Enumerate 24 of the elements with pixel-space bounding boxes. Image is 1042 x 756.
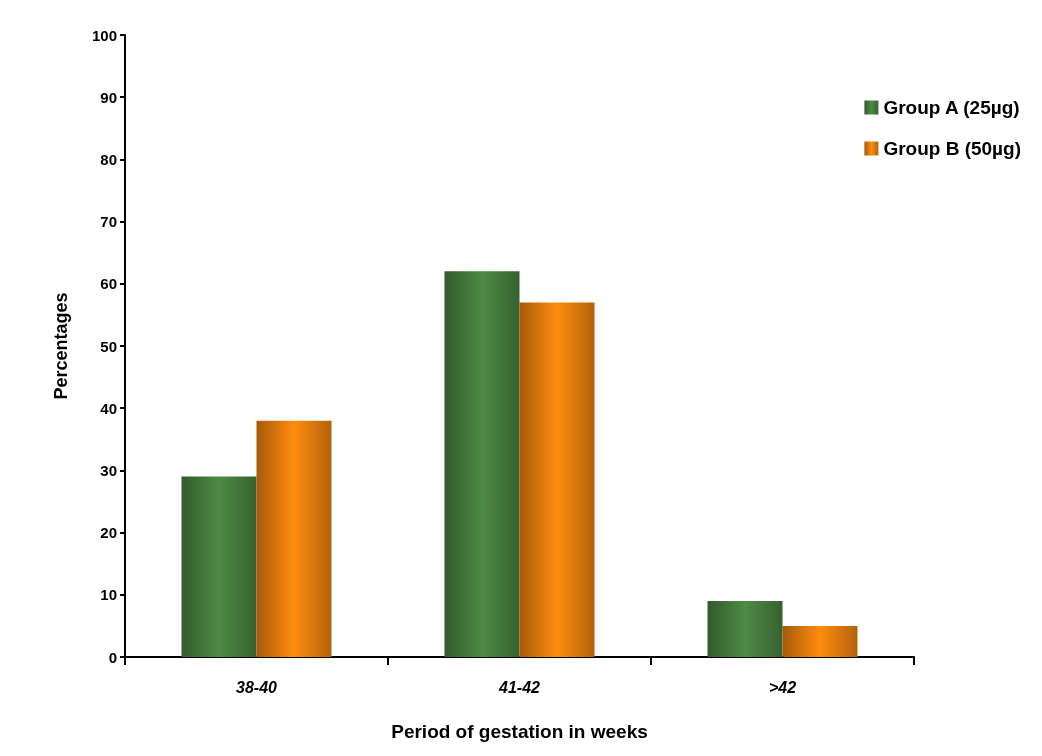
bar: [707, 601, 783, 657]
y-axis-title: Percentages: [51, 292, 71, 400]
bar: [782, 625, 858, 657]
x-axis-title: Period of gestation in weeks: [391, 721, 648, 742]
bar: [519, 302, 595, 657]
y-tick-label: 100: [91, 26, 117, 44]
y-tick-label: 60: [100, 275, 117, 293]
x-tick-label: 41-42: [498, 678, 541, 696]
x-tick-label: >42: [768, 678, 797, 696]
y-tick-label: 20: [100, 524, 117, 542]
y-tick-label: 70: [100, 213, 117, 231]
bar: [256, 420, 332, 657]
y-tick-label: 80: [100, 150, 117, 168]
y-tick-label: 90: [100, 88, 117, 106]
y-tick-label: 10: [100, 586, 117, 604]
legend-label: Group B (50µg): [883, 138, 1022, 159]
y-tick-label: 30: [100, 461, 117, 479]
legend-label: Group A (25µg): [883, 97, 1020, 118]
bar: [181, 476, 257, 657]
x-tick-label: 38-40: [236, 678, 278, 696]
y-tick-label: 40: [100, 399, 117, 417]
y-tick-label: 0: [108, 648, 117, 666]
bar: [444, 271, 520, 657]
y-tick-label: 50: [100, 337, 117, 355]
